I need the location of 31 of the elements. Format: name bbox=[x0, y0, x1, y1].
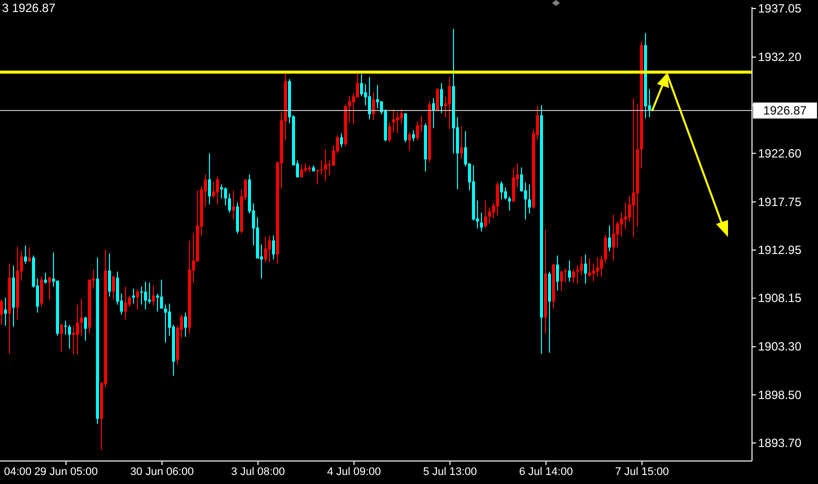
x-tick-label: 30 Jun 06:00 bbox=[130, 466, 194, 478]
candlestick bbox=[164, 304, 167, 343]
y-tick-label: 1922.60 bbox=[758, 146, 802, 160]
y-tick-label: 1893.70 bbox=[758, 436, 802, 450]
chart-title: 3 1926.87 bbox=[2, 1, 56, 15]
y-tick-label: 1903.30 bbox=[758, 340, 802, 354]
candlestick bbox=[632, 98, 635, 238]
candlestick bbox=[4, 298, 7, 326]
x-tick-label: 29 Jun 05:00 bbox=[34, 466, 98, 478]
ref-line-label: 1926.87 bbox=[763, 104, 808, 118]
y-tick-label: 1898.50 bbox=[758, 388, 802, 402]
x-tick-label: 6 Jul 14:00 bbox=[519, 466, 573, 478]
candlestick bbox=[396, 112, 399, 134]
text: 04:00 bbox=[4, 466, 32, 478]
x-tick-label: 4 Jul 09:00 bbox=[327, 466, 381, 478]
candlestick bbox=[132, 288, 135, 304]
candlestick bbox=[564, 268, 567, 283]
y-tick-label: 1932.20 bbox=[758, 50, 802, 64]
y-tick-label: 1908.15 bbox=[758, 291, 802, 306]
y-tick-label: 1912.95 bbox=[758, 243, 802, 258]
y-tick-label: 1937.05 bbox=[758, 2, 802, 16]
candlestick bbox=[232, 190, 235, 220]
x-tick-label: 5 Jul 13:00 bbox=[423, 466, 477, 478]
x-tick-label: 3 Jul 08:00 bbox=[231, 466, 285, 478]
candlestick bbox=[316, 169, 319, 184]
candlestick bbox=[392, 109, 395, 132]
candlestick bbox=[80, 298, 83, 336]
y-tick-label: 1917.75 bbox=[758, 194, 802, 209]
x-tick-label: 7 Jul 15:00 bbox=[615, 466, 669, 478]
candlestick bbox=[64, 320, 67, 335]
candlestick bbox=[320, 160, 323, 174]
